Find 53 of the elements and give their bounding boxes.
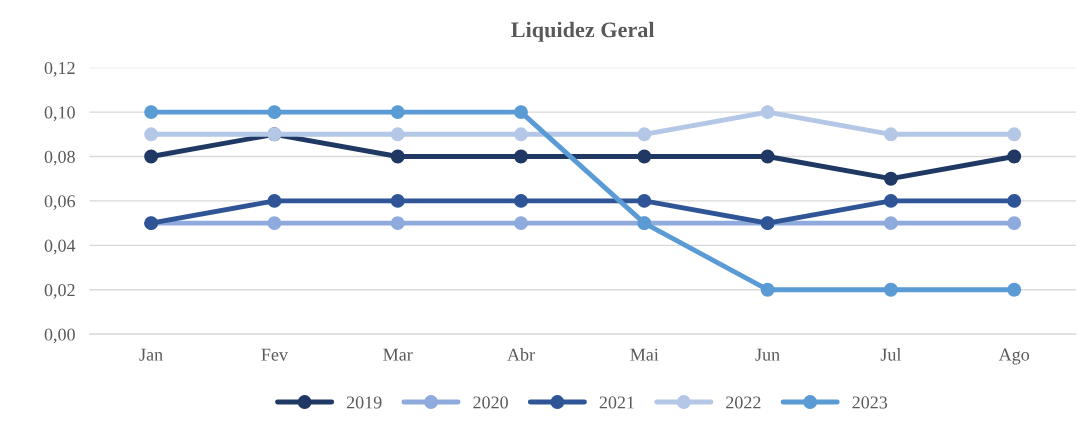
x-tick-label: Jul <box>880 348 902 361</box>
y-tick-label: 0,00 <box>44 328 75 344</box>
y-tick-label: 0,06 <box>44 195 76 210</box>
point <box>144 127 159 142</box>
point <box>883 171 898 186</box>
point <box>637 193 652 208</box>
chart-title: Liquidez Geral <box>511 21 655 42</box>
legend-label: 2019 <box>346 396 382 409</box>
point <box>514 216 528 231</box>
point <box>267 105 282 120</box>
point <box>883 216 898 231</box>
point <box>390 193 405 208</box>
legend-label: 2022 <box>726 396 761 409</box>
x-tick-label: Jun <box>755 348 780 361</box>
point <box>390 105 405 120</box>
point <box>1007 149 1022 164</box>
legend-label: 2021 <box>599 396 634 409</box>
point <box>760 149 775 164</box>
point <box>390 216 405 231</box>
point <box>390 127 405 142</box>
point <box>1007 216 1022 231</box>
point <box>514 127 528 142</box>
legend-label: 2023 <box>852 396 888 409</box>
y-tick-label: 0,12 <box>44 61 75 77</box>
y-tick-label: 0,04 <box>44 239 76 255</box>
point <box>144 105 159 120</box>
point <box>1007 193 1022 208</box>
x-tick-label: Abr <box>507 348 535 361</box>
point <box>390 149 405 164</box>
y-tick-label: 0,02 <box>44 284 75 299</box>
point <box>267 193 282 208</box>
y-tick-label: 0,10 <box>44 106 75 122</box>
point <box>1007 282 1022 297</box>
point <box>637 127 652 142</box>
point <box>514 193 528 208</box>
point <box>760 282 775 297</box>
x-tick-label: Fev <box>261 348 288 361</box>
point <box>267 216 282 231</box>
point <box>514 149 528 164</box>
point <box>760 105 775 120</box>
point <box>514 105 528 120</box>
point <box>144 149 159 164</box>
x-tick-label: Ago <box>998 348 1030 365</box>
x-tick-label: Jan <box>139 348 163 361</box>
x-tick-label: Mar <box>383 348 413 361</box>
point <box>1007 127 1022 142</box>
point <box>883 282 898 297</box>
point <box>883 193 898 208</box>
x-tick-label: Mai <box>630 348 659 361</box>
legend-label: 2020 <box>473 396 508 409</box>
point <box>883 127 898 142</box>
y-tick-label: 0,08 <box>44 150 75 166</box>
point <box>637 149 652 164</box>
